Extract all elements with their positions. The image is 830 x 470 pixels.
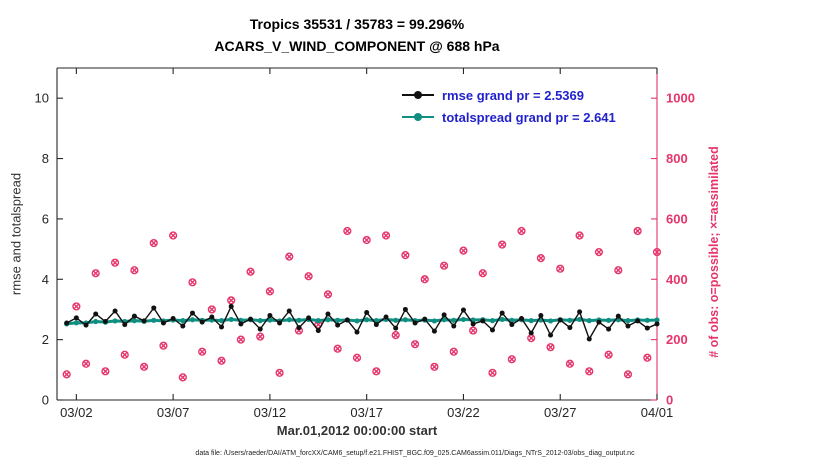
legend-entry-rmse: rmse grand pr = 2.5369 <box>402 84 616 106</box>
x-axis-label: Mar.01,2012 00:00:00 start <box>276 423 438 438</box>
left-tick-label: 10 <box>35 91 49 106</box>
left-tick-label: 0 <box>42 393 49 408</box>
left-tick-label: 8 <box>42 151 49 166</box>
left-axis-label: rmse and totalspread <box>8 172 24 296</box>
obs-scatter <box>62 226 662 382</box>
right-tick-label: 1000 <box>666 91 695 106</box>
plot-subtitle: ACARS_V_WIND_COMPONENT @ 688 hPa <box>214 38 500 54</box>
left-tick-label: 4 <box>42 272 49 287</box>
plot-box <box>56 67 658 401</box>
x-tick-label: 03/22 <box>447 405 480 420</box>
left-tick-label: 2 <box>42 332 49 347</box>
right-tick-labels: 0 200 400 600 800 1000 <box>651 91 695 408</box>
right-tick-label: 600 <box>666 211 688 226</box>
rmse-line <box>64 303 660 342</box>
right-tick-label: 200 <box>666 332 688 347</box>
x-tick-label: 03/02 <box>60 405 93 420</box>
x-tick-label: 03/07 <box>157 405 190 420</box>
x-tick-label: 03/17 <box>350 405 383 420</box>
legend-label-rmse: rmse grand pr = 2.5369 <box>442 87 584 103</box>
legend-entry-totalspread: totalspread grand pr = 2.641 <box>402 106 616 128</box>
right-tick-label: 400 <box>666 272 688 287</box>
data-file-caption: data file: /Users/raeder/DAI/ATM_forcXX/… <box>195 450 635 457</box>
plot-title: Tropics 35531 / 35783 = 99.296% <box>249 16 465 32</box>
x-tick-label: 04/01 <box>641 405 674 420</box>
right-tick-label: 0 <box>666 393 673 408</box>
x-tick-label: 03/12 <box>254 405 287 420</box>
left-tick-labels: 0 2 4 6 8 10 <box>35 91 63 408</box>
right-tick-label: 800 <box>666 151 688 166</box>
right-axis-label: # of obs: o=possible; ×=assimilated <box>707 146 721 358</box>
legend: rmse grand pr = 2.5369 totalspread grand… <box>402 84 616 128</box>
rmse-line-swatch <box>402 90 434 100</box>
x-tick-label: 03/27 <box>544 405 577 420</box>
legend-label-totalspread: totalspread grand pr = 2.641 <box>442 109 616 125</box>
totalspread-line-swatch <box>402 112 434 122</box>
x-tick-labels: 03/02 03/07 03/12 03/17 03/22 03/27 04/01 <box>60 68 673 420</box>
left-tick-label: 6 <box>42 211 49 226</box>
